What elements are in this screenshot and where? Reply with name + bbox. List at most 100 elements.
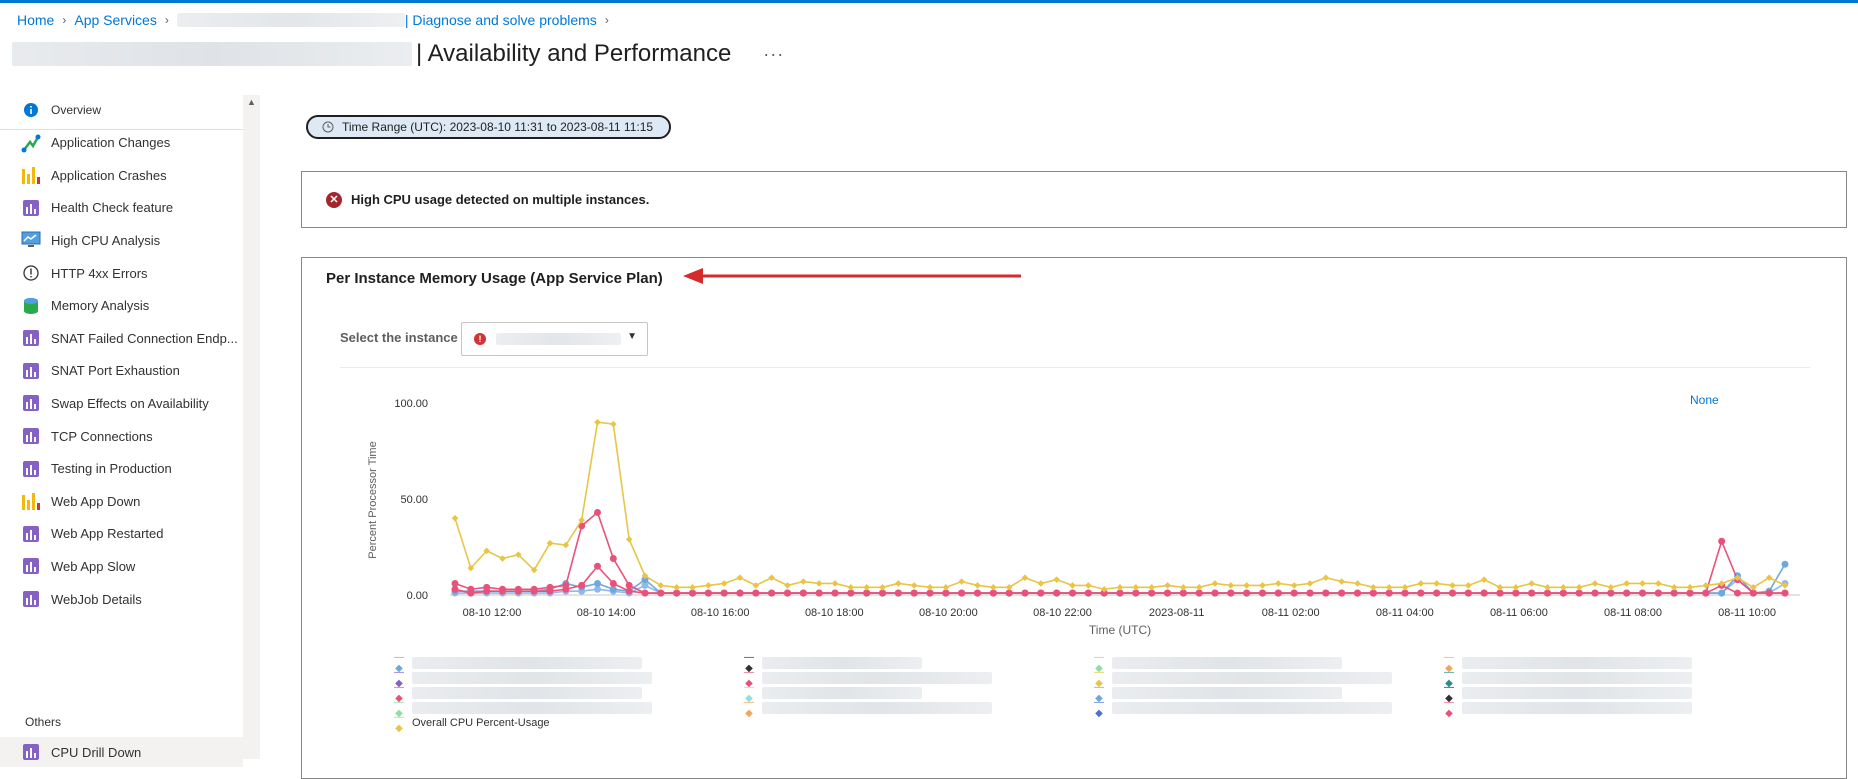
data-point (1496, 589, 1504, 597)
legend-item[interactable]: —◆ (742, 697, 992, 719)
redacted-instance-name (496, 333, 621, 345)
sidebar-item-snat-failed-connection-endp[interactable]: SNAT Failed Connection Endp... (0, 323, 243, 353)
instance-dropdown[interactable]: ! ▼ (461, 322, 648, 356)
data-point (483, 583, 491, 591)
legend-item[interactable]: —◆ (1092, 697, 1392, 719)
redacted-legend-label (412, 656, 642, 669)
crash-chart-icon (20, 164, 42, 186)
data-point (1560, 584, 1567, 591)
data-point (1670, 584, 1678, 591)
data-point (736, 589, 744, 597)
data-point (1480, 589, 1488, 597)
breadcrumb-home[interactable]: Home (17, 12, 55, 28)
legend-item[interactable]: —◆ (742, 682, 992, 704)
legend-item[interactable]: —◆ (392, 652, 652, 674)
data-point (1528, 589, 1536, 597)
data-point (1227, 589, 1235, 597)
data-point (1544, 589, 1551, 597)
data-point (1275, 580, 1282, 587)
sidebar-scrollbar[interactable]: ▲ (243, 95, 260, 759)
sidebar-item-high-cpu-analysis[interactable]: High CPU Analysis (0, 225, 243, 255)
x-tick-label: 08-10 14:00 (577, 607, 636, 619)
sidebar-item-health-check-feature[interactable]: Health Check feature (0, 193, 243, 223)
legend-item[interactable]: —◆ (392, 697, 652, 719)
sidebar-item-webjob-details[interactable]: WebJob Details (0, 584, 243, 614)
sidebar-item-label: Health Check feature (51, 200, 174, 216)
data-point (720, 589, 728, 597)
legend-item[interactable]: —◆ (1442, 667, 1692, 689)
page-title-text: | Availability and Performance (416, 40, 732, 67)
x-tick-label: 08-10 16:00 (691, 607, 750, 619)
breadcrumb-diagnose[interactable]: | Diagnose and solve problems (404, 12, 597, 28)
report-icon (20, 741, 42, 763)
legend-marker-icon: —◆ (1094, 696, 1104, 719)
sidebar-item-testing-in-production[interactable]: Testing in Production (0, 454, 243, 484)
redacted-legend-label (412, 701, 652, 714)
legend-item[interactable]: —◆ (1092, 667, 1392, 689)
data-point (1750, 584, 1757, 591)
sidebar-item-snat-port-exhaustion[interactable]: SNAT Port Exhaustion (0, 356, 243, 386)
data-point (1512, 589, 1520, 597)
breadcrumb-app-services[interactable]: App Services (74, 12, 157, 28)
data-point (895, 580, 902, 587)
sidebar-item-label: Web App Slow (51, 558, 136, 574)
data-point (863, 584, 870, 591)
data-point (1053, 589, 1061, 597)
legend-item-overall-cpu[interactable]: —◆ Overall CPU Percent-Usage (392, 712, 652, 734)
time-range-button[interactable]: Time Range (UTC): 2023-08-10 11:31 to 20… (306, 115, 672, 139)
legend-item[interactable]: —◆ (1442, 652, 1692, 674)
legend-item[interactable]: —◆ (392, 682, 652, 704)
legend-item[interactable]: —◆ (392, 667, 652, 689)
legend-item[interactable]: —◆ (1442, 682, 1692, 704)
annotation-arrow (683, 268, 1021, 284)
data-point (1623, 580, 1630, 587)
sidebar-item-cpu-drill-down[interactable]: CPU Drill Down (0, 737, 243, 767)
data-point (1718, 589, 1726, 597)
page-title: | Availability and Performance ··· (12, 40, 784, 68)
data-point (1464, 589, 1472, 597)
sidebar-item-web-app-down[interactable]: Web App Down (0, 486, 243, 516)
redacted-legend-label (762, 686, 922, 699)
error-dot-icon: ! (474, 333, 486, 345)
data-point (1005, 589, 1013, 597)
legend-item[interactable]: —◆ (1442, 697, 1692, 719)
data-point (546, 583, 554, 591)
sidebar-item-memory-analysis[interactable]: Memory Analysis (0, 291, 243, 321)
data-point (1544, 584, 1551, 591)
data-point (1369, 589, 1377, 597)
sidebar-item-web-app-slow[interactable]: Web App Slow (0, 551, 243, 581)
data-point (594, 418, 601, 426)
data-point (1132, 589, 1140, 597)
report-icon (20, 392, 42, 414)
legend-item[interactable]: —◆ (742, 667, 992, 689)
sidebar-item-label: SNAT Failed Connection Endp... (51, 330, 238, 346)
none-link[interactable]: None (1690, 393, 1719, 407)
legend-item[interactable]: —◆ (1092, 682, 1392, 704)
more-options-icon[interactable]: ··· (763, 43, 785, 64)
sidebar-item-label: Application Crashes (51, 167, 167, 183)
data-point (1670, 589, 1678, 597)
x-tick-label: 08-11 04:00 (1376, 607, 1434, 619)
legend-marker-icon: —◆ (1444, 666, 1454, 689)
sidebar-item-application-changes[interactable]: Application Changes (0, 128, 243, 158)
cpu-alert: ✕ High CPU usage detected on multiple in… (301, 171, 1847, 228)
data-point (578, 581, 586, 589)
data-point (1417, 580, 1425, 587)
data-point (1702, 589, 1710, 597)
legend-item[interactable]: —◆ (742, 652, 992, 674)
legend-marker-icon: —◆ (394, 681, 404, 704)
data-point (1734, 574, 1741, 582)
data-point (1655, 580, 1662, 587)
sidebar-item-web-app-restarted[interactable]: Web App Restarted (0, 519, 243, 549)
sidebar-item-swap-effects-on-availability[interactable]: Swap Effects on Availability (0, 388, 243, 418)
chevron-right-icon: › (164, 13, 169, 27)
scroll-up-icon[interactable]: ▲ (247, 97, 256, 107)
sidebar-item-tcp-connections[interactable]: TCP Connections (0, 421, 243, 451)
redacted-legend-label (1112, 686, 1342, 699)
sidebar-item-overview[interactable]: Overview (0, 95, 243, 125)
sidebar-item-application-crashes[interactable]: Application Crashes (0, 160, 243, 190)
chevron-right-icon: › (62, 13, 67, 27)
sidebar-item-http-4xx-errors[interactable]: HTTP 4xx Errors (0, 258, 243, 288)
redacted-legend-label (1112, 656, 1342, 669)
legend-item[interactable]: —◆ (1092, 652, 1392, 674)
